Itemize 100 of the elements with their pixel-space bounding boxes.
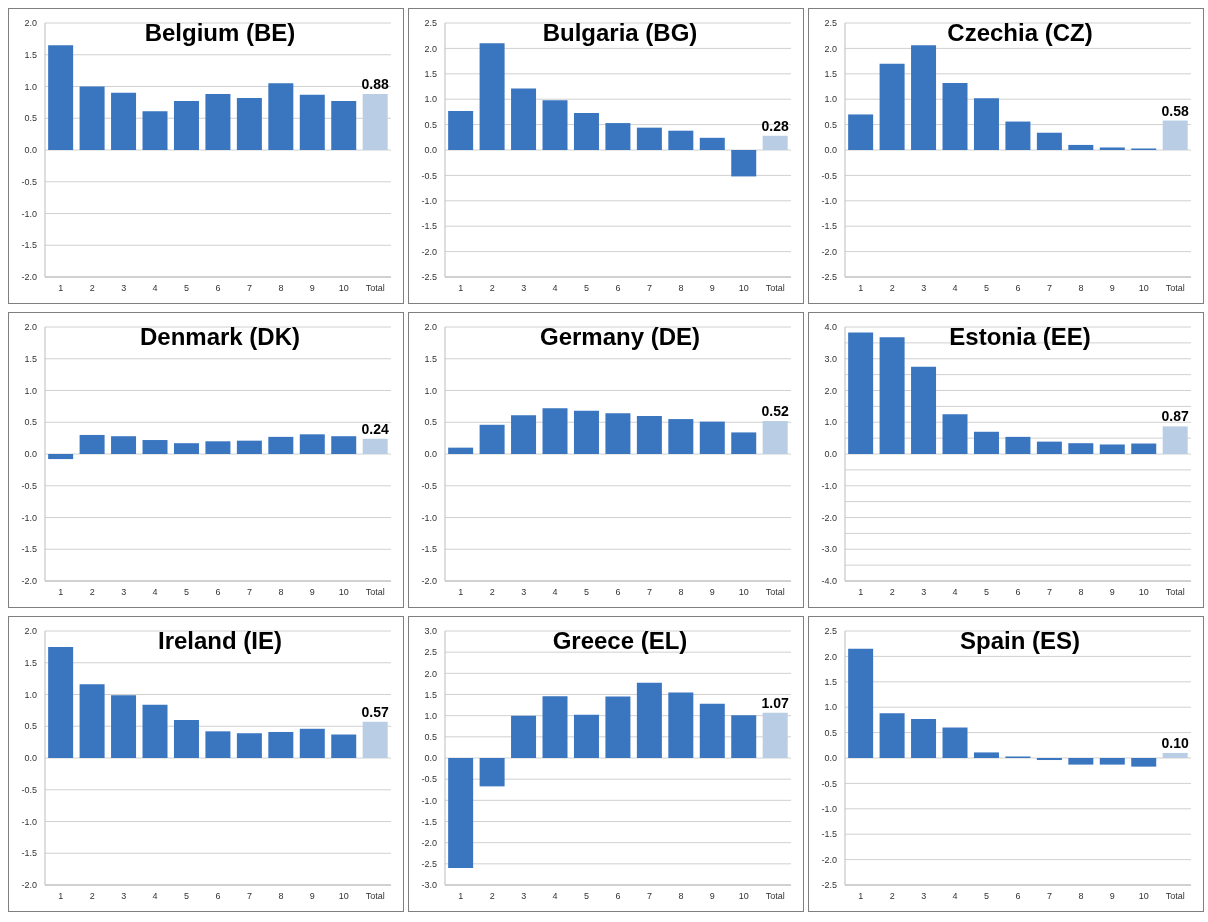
bar — [573, 112, 599, 150]
bar — [48, 646, 74, 758]
y-tick-label: -2.5 — [421, 859, 437, 870]
x-tick-label: Total — [1165, 587, 1185, 598]
x-tick-label: 1 — [58, 283, 64, 294]
y-tick-label: 0.0 — [24, 753, 37, 764]
y-tick-label: 2.0 — [24, 626, 37, 637]
bar — [1036, 132, 1062, 150]
bar — [1162, 426, 1188, 454]
x-tick-label: 7 — [1046, 283, 1052, 294]
x-tick-label: 2 — [889, 587, 895, 598]
x-tick-label: Total — [765, 587, 785, 598]
bar — [848, 114, 874, 150]
y-tick-label: -1.5 — [21, 240, 37, 251]
y-tick-label: -2.0 — [821, 512, 837, 523]
y-tick-label: -2.0 — [21, 272, 37, 283]
y-tick-label: 2.0 — [824, 43, 837, 54]
y-tick-label: 1.5 — [824, 69, 837, 79]
x-tick-label: 1 — [858, 891, 864, 902]
bar — [236, 733, 262, 758]
x-tick-label: 2 — [489, 587, 495, 598]
x-tick-label: 9 — [709, 283, 715, 294]
bar — [1036, 758, 1062, 761]
x-tick-label: 9 — [709, 891, 715, 902]
x-tick-label: 4 — [152, 891, 158, 902]
x-tick-label: 2 — [489, 891, 495, 902]
bar — [911, 45, 937, 150]
bar — [1162, 120, 1188, 150]
y-tick-label: -1.5 — [421, 544, 437, 555]
x-tick-label: 7 — [246, 283, 252, 294]
x-tick-label: 5 — [984, 891, 990, 902]
bar — [511, 715, 537, 758]
y-tick-label: 1.0 — [424, 385, 437, 396]
x-tick-label: 3 — [521, 891, 527, 902]
x-tick-label: Total — [765, 891, 785, 902]
bar — [362, 94, 388, 150]
bar — [1068, 144, 1094, 150]
y-tick-label: -3.0 — [821, 544, 837, 555]
bar — [731, 715, 757, 758]
y-tick-label: 1.0 — [824, 417, 837, 428]
x-tick-label: 6 — [615, 283, 621, 294]
y-tick-label: -1.0 — [421, 795, 437, 806]
y-tick-label: -2.5 — [821, 880, 837, 891]
bar — [205, 731, 231, 758]
x-tick-label: 3 — [121, 891, 127, 902]
y-tick-label: -2.0 — [421, 246, 437, 257]
y-tick-label: 0.5 — [24, 721, 37, 732]
y-tick-label: 1.5 — [424, 353, 437, 364]
bar — [879, 63, 905, 150]
y-tick-label: 1.5 — [424, 69, 437, 79]
x-tick-label: 5 — [984, 283, 990, 294]
x-tick-label: 8 — [678, 587, 684, 598]
y-tick-label: -0.5 — [21, 784, 37, 795]
x-tick-label: 9 — [709, 587, 715, 598]
x-tick-label: 10 — [738, 891, 749, 902]
y-tick-label: 2.0 — [824, 385, 837, 396]
x-tick-label: 6 — [1015, 891, 1021, 902]
y-tick-label: 2.5 — [424, 647, 437, 658]
y-tick-label: 1.0 — [824, 94, 837, 105]
y-tick-label: 0.0 — [24, 145, 37, 156]
x-tick-label: 7 — [246, 891, 252, 902]
bar — [762, 420, 788, 454]
x-tick-label: 6 — [615, 587, 621, 598]
y-tick-label: -1.0 — [821, 196, 837, 206]
x-tick-label: 8 — [678, 891, 684, 902]
x-tick-label: 5 — [984, 587, 990, 598]
y-tick-label: -0.5 — [421, 774, 437, 785]
y-tick-label: -1.0 — [21, 208, 37, 219]
x-tick-label: 1 — [858, 587, 864, 598]
bar — [1005, 121, 1031, 150]
x-tick-label: 10 — [338, 587, 349, 598]
bar — [79, 86, 105, 150]
bar — [668, 692, 694, 758]
y-tick-label: 0.0 — [424, 145, 437, 156]
x-tick-label: 1 — [858, 283, 864, 294]
x-tick-label: 7 — [246, 587, 252, 598]
y-tick-label: 2.0 — [424, 322, 437, 333]
y-tick-label: -2.0 — [821, 854, 837, 865]
bar — [762, 712, 788, 758]
bar — [848, 332, 874, 454]
data-label: 1.07 — [761, 694, 790, 711]
x-tick-label: Total — [365, 283, 385, 294]
x-tick-label: Total — [1165, 283, 1185, 294]
y-tick-label: 1.5 — [424, 689, 437, 700]
y-tick-label: 3.0 — [424, 626, 437, 637]
x-tick-label: 7 — [646, 587, 652, 598]
chart-title: Bulgaria (BG) — [541, 19, 699, 47]
bar — [142, 704, 168, 758]
bar — [636, 415, 662, 454]
x-tick-label: 7 — [1046, 587, 1052, 598]
y-tick-label: 0.5 — [24, 417, 37, 428]
bar — [1036, 441, 1062, 454]
x-tick-label: 10 — [1138, 587, 1149, 598]
y-tick-label: -2.0 — [421, 576, 437, 587]
x-tick-label: 2 — [489, 283, 495, 294]
bar — [1099, 147, 1125, 150]
bar — [362, 721, 388, 758]
x-tick-label: 10 — [1138, 283, 1149, 294]
bar — [605, 696, 631, 758]
chart-title: Ireland (IE) — [157, 627, 283, 655]
